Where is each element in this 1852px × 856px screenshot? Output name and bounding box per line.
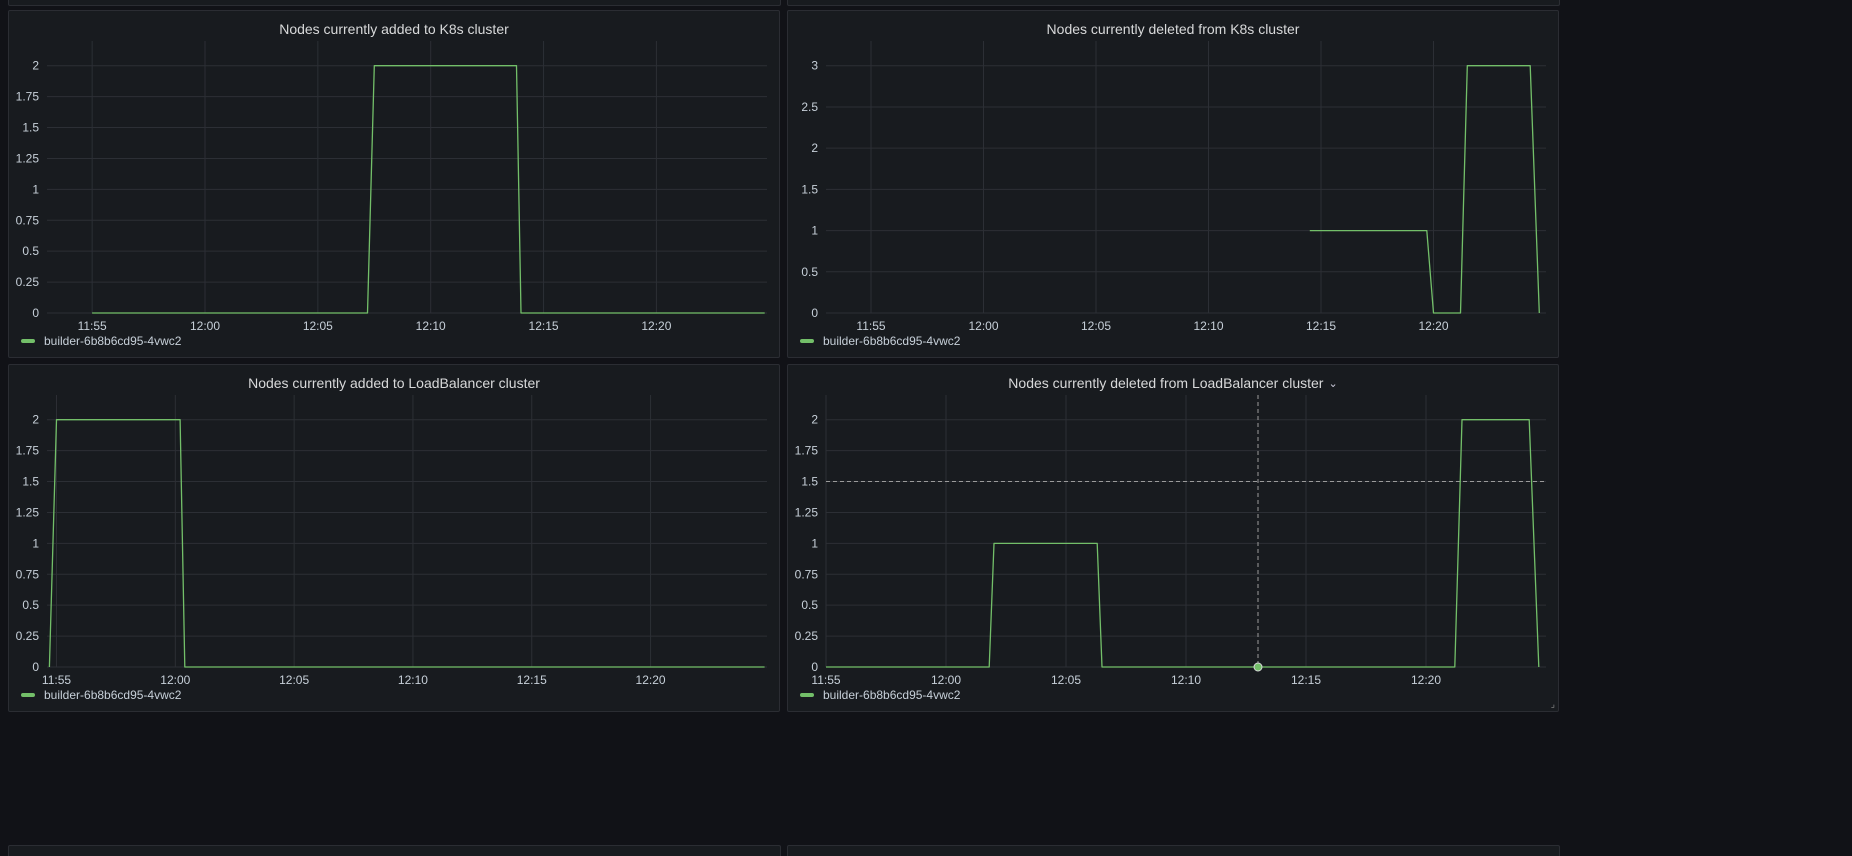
y-tick-label: 0.5 bbox=[22, 244, 39, 258]
y-tick-label: 3 bbox=[811, 59, 818, 73]
legend-series-label[interactable]: builder-6b8b6cd95-4vwc2 bbox=[44, 334, 182, 348]
legend-series-swatch-icon bbox=[21, 339, 35, 343]
time-series-chart[interactable]: 0 0.25 0.5 0.75 1 1.25 1.5 1.75 2 11:55 12:00 12:05… bbox=[9, 11, 781, 359]
x-tick-label: 12:15 bbox=[1306, 319, 1336, 333]
x-tick-label: 12:05 bbox=[303, 319, 333, 333]
x-tick-label: 12:05 bbox=[279, 673, 309, 687]
y-tick-label: 0.25 bbox=[16, 275, 40, 289]
x-tick-label: 12:05 bbox=[1051, 673, 1081, 687]
x-tick-label: 12:10 bbox=[398, 673, 428, 687]
x-tick-label: 12:20 bbox=[641, 319, 671, 333]
y-tick-label: 2 bbox=[811, 413, 818, 427]
y-tick-label: 0.75 bbox=[16, 213, 40, 227]
y-tick-label: 2 bbox=[32, 59, 39, 73]
x-tick-label: 12:20 bbox=[1418, 319, 1448, 333]
resize-handle-icon[interactable]: ⌟ bbox=[1550, 699, 1555, 709]
x-tick-label: 12:10 bbox=[1193, 319, 1223, 333]
y-tick-label: 0.5 bbox=[801, 265, 818, 279]
panel-below-right-edge bbox=[787, 845, 1560, 856]
panel-loadbalancer-added[interactable]: Nodes currently added to LoadBalancer cl… bbox=[8, 364, 780, 712]
panel-loadbalancer-deleted[interactable]: Nodes currently deleted from LoadBalance… bbox=[787, 364, 1559, 712]
legend-series-swatch-icon bbox=[800, 339, 814, 343]
legend[interactable]: builder-6b8b6cd95-4vwc2 bbox=[800, 333, 960, 349]
legend[interactable]: builder-6b8b6cd95-4vwc2 bbox=[21, 333, 181, 349]
y-tick-label: 0.25 bbox=[16, 629, 40, 643]
y-tick-label: 1.75 bbox=[16, 90, 40, 104]
x-tick-label: 12:15 bbox=[517, 673, 547, 687]
legend-series-label[interactable]: builder-6b8b6cd95-4vwc2 bbox=[823, 334, 961, 348]
x-tick-label: 11:55 bbox=[811, 673, 840, 687]
series-line bbox=[826, 419, 1540, 668]
y-tick-label: 0.25 bbox=[795, 629, 819, 643]
y-tick-label: 1.25 bbox=[16, 505, 40, 519]
y-tick-label: 1.5 bbox=[801, 182, 818, 196]
x-tick-label: 12:05 bbox=[1081, 319, 1111, 333]
x-tick-label: 11:55 bbox=[42, 673, 71, 687]
legend-series-label[interactable]: builder-6b8b6cd95-4vwc2 bbox=[44, 688, 182, 702]
panel-above-right-edge bbox=[787, 0, 1560, 6]
y-tick-label: 1 bbox=[811, 224, 818, 238]
panel-title[interactable]: Nodes currently added to K8s cluster bbox=[9, 19, 779, 39]
y-tick-label: 1.5 bbox=[801, 475, 818, 489]
y-tick-label: 1.5 bbox=[22, 121, 39, 135]
x-tick-label: 12:15 bbox=[1291, 673, 1321, 687]
x-tick-label: 12:00 bbox=[160, 673, 190, 687]
panel-title-text: Nodes currently deleted from LoadBalance… bbox=[1008, 375, 1324, 391]
time-series-chart[interactable]: 0 0.5 1 1.5 2 2.5 3 11:55 12:00 12:05 12:10 12:15 12… bbox=[788, 11, 1560, 359]
panel-above-left-edge bbox=[8, 0, 781, 6]
legend-series-swatch-icon bbox=[21, 693, 35, 697]
time-series-chart[interactable]: 0 0.25 0.5 0.75 1 1.25 1.5 1.75 2 11:55 12:00 12:05… bbox=[9, 365, 781, 713]
y-tick-label: 0 bbox=[32, 306, 39, 320]
x-tick-label: 12:00 bbox=[190, 319, 220, 333]
y-tick-label: 0.75 bbox=[795, 567, 819, 581]
y-tick-label: 1 bbox=[32, 536, 39, 550]
y-tick-label: 1 bbox=[811, 536, 818, 550]
y-tick-label: 0 bbox=[811, 660, 818, 674]
panel-below-left-edge bbox=[8, 845, 781, 856]
series-line bbox=[48, 419, 765, 668]
panel-title-text: Nodes currently deleted from K8s cluster bbox=[1046, 21, 1300, 37]
y-tick-label: 1.75 bbox=[795, 444, 819, 458]
x-tick-label: 12:00 bbox=[968, 319, 998, 333]
y-tick-label: 0.5 bbox=[22, 598, 39, 612]
hover-point bbox=[1253, 662, 1263, 672]
x-tick-label: 12:15 bbox=[529, 319, 559, 333]
panel-title[interactable]: Nodes currently deleted from LoadBalance… bbox=[788, 373, 1558, 394]
y-tick-label: 1.25 bbox=[16, 151, 40, 165]
y-tick-label: 0 bbox=[32, 660, 39, 674]
panel-title[interactable]: Nodes currently deleted from K8s cluster bbox=[788, 19, 1558, 39]
y-tick-label: 1.75 bbox=[16, 444, 40, 458]
y-tick-label: 1.25 bbox=[795, 505, 819, 519]
legend[interactable]: builder-6b8b6cd95-4vwc2 bbox=[21, 687, 181, 703]
x-tick-label: 12:20 bbox=[636, 673, 666, 687]
legend[interactable]: builder-6b8b6cd95-4vwc2 bbox=[800, 687, 960, 703]
series-line bbox=[92, 65, 765, 314]
series-line bbox=[1309, 65, 1540, 314]
x-tick-label: 11:55 bbox=[856, 319, 885, 333]
x-tick-label: 12:20 bbox=[1411, 673, 1441, 687]
x-tick-label: 12:00 bbox=[931, 673, 961, 687]
panel-title-text: Nodes currently added to LoadBalancer cl… bbox=[248, 375, 540, 391]
y-tick-label: 0.75 bbox=[16, 567, 40, 581]
time-series-chart[interactable]: 0 0.25 0.5 0.75 1 1.25 1.5 1.75 2 11:55 12:00 12:05… bbox=[788, 365, 1560, 713]
chevron-down-icon[interactable]: ⌄ bbox=[1328, 378, 1338, 390]
y-tick-label: 1 bbox=[32, 182, 39, 196]
y-tick-label: 0 bbox=[811, 306, 818, 320]
y-tick-label: 1.5 bbox=[22, 475, 39, 489]
y-tick-label: 0.5 bbox=[801, 598, 818, 612]
panel-title-text: Nodes currently added to K8s cluster bbox=[279, 21, 509, 37]
panel-k8s-deleted[interactable]: Nodes currently deleted from K8s cluster… bbox=[787, 10, 1559, 358]
x-tick-label: 12:10 bbox=[416, 319, 446, 333]
panel-k8s-added[interactable]: Nodes currently added to K8s cluster 0 0.… bbox=[8, 10, 780, 358]
x-tick-label: 12:10 bbox=[1171, 673, 1201, 687]
legend-series-swatch-icon bbox=[800, 693, 814, 697]
y-tick-label: 2 bbox=[811, 141, 818, 155]
x-tick-label: 11:55 bbox=[78, 319, 107, 333]
legend-series-label[interactable]: builder-6b8b6cd95-4vwc2 bbox=[823, 688, 961, 702]
panel-title[interactable]: Nodes currently added to LoadBalancer cl… bbox=[9, 373, 779, 393]
y-tick-label: 2 bbox=[32, 413, 39, 427]
y-tick-label: 2.5 bbox=[801, 100, 818, 114]
